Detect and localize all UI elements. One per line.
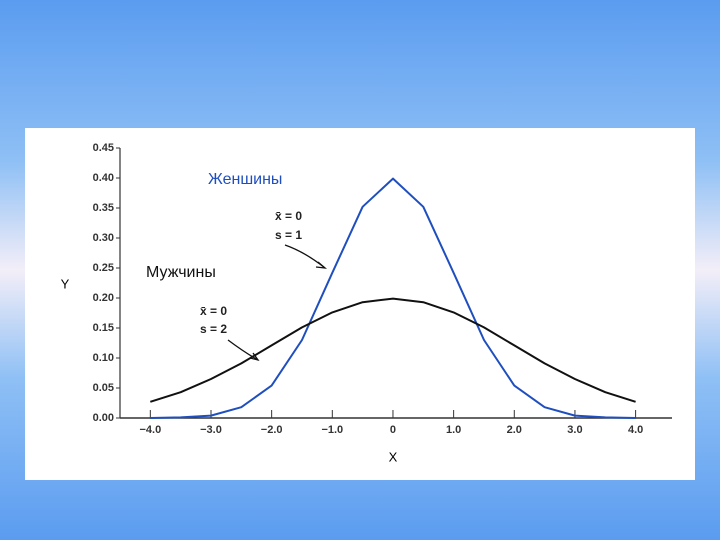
y-tick-label: 0.10 [93, 352, 114, 364]
x-tick-label: 0 [390, 424, 396, 436]
x-tick-label: −4.0 [139, 424, 161, 436]
annotation: x̄ = 0 [200, 304, 227, 318]
annotation: s = 2 [200, 322, 227, 336]
arrow [227, 339, 259, 361]
x-tick-label: 3.0 [567, 424, 582, 436]
y-tick-label: 0.05 [93, 382, 114, 394]
y-tick-label: 0.20 [93, 292, 114, 304]
series-label: Мужчины [146, 264, 216, 281]
annotation: s = 1 [275, 228, 302, 242]
x-tick-label: −3.0 [200, 424, 222, 436]
x-axis-label: X [389, 449, 398, 464]
y-tick-label: 0.15 [93, 322, 114, 334]
y-tick-label: 0.30 [93, 232, 114, 244]
y-axis-label: Y [61, 276, 70, 291]
x-tick-label: 1.0 [446, 424, 461, 436]
line-series [149, 297, 636, 403]
x-tick-label: 2.0 [507, 424, 522, 436]
y-tick-label: 0.35 [93, 202, 114, 214]
y-tick-label: 0.00 [93, 412, 114, 424]
line-series [150, 177, 636, 419]
y-tick-label: 0.40 [93, 172, 114, 184]
y-tick-label: 0.45 [93, 142, 114, 154]
y-tick-label: 0.25 [93, 262, 114, 274]
arrow-head [315, 261, 328, 269]
x-tick-label: 4.0 [628, 424, 643, 436]
x-tick-label: −1.0 [321, 424, 343, 436]
annotation: x̄ = 0 [275, 209, 302, 223]
x-tick-label: −2.0 [261, 424, 283, 436]
series-label: Женшины [208, 171, 282, 188]
